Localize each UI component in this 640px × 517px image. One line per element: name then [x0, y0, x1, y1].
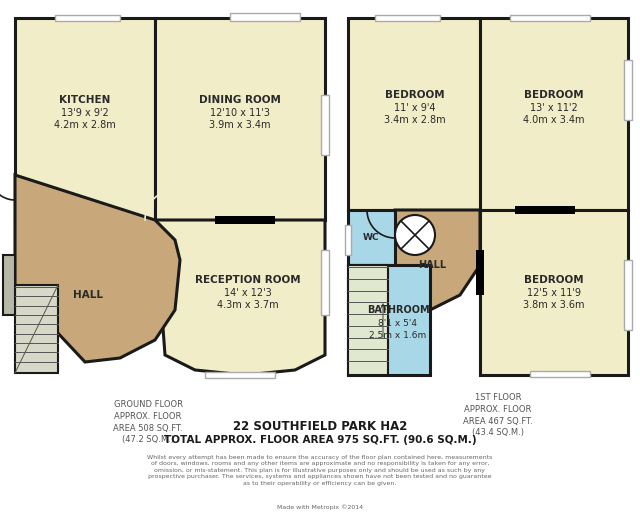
Text: 14' x 12'3: 14' x 12'3 — [224, 288, 272, 298]
Bar — [348, 265, 388, 375]
Text: 4.3m x 3.7m: 4.3m x 3.7m — [217, 300, 279, 310]
Bar — [348, 210, 395, 265]
Text: 11' x 9'4: 11' x 9'4 — [394, 103, 436, 113]
Text: 2.5m x 1.6m: 2.5m x 1.6m — [369, 330, 427, 340]
Bar — [215, 216, 275, 224]
Text: 3.8m x 3.6m: 3.8m x 3.6m — [524, 300, 585, 310]
Bar — [624, 60, 632, 120]
Bar — [348, 18, 480, 210]
Text: WC: WC — [363, 233, 380, 241]
Text: 1ST FLOOR
APPROX. FLOOR
AREA 467 SQ.FT.
(43.4 SQ.M.): 1ST FLOOR APPROX. FLOOR AREA 467 SQ.FT. … — [463, 393, 533, 437]
Text: 22 SOUTHFIELD PARK HA2: 22 SOUTHFIELD PARK HA2 — [233, 420, 407, 433]
Text: 4.0m x 3.4m: 4.0m x 3.4m — [524, 115, 585, 125]
Text: 13' x 11'2: 13' x 11'2 — [530, 103, 578, 113]
Bar — [348, 265, 430, 375]
Bar — [476, 250, 484, 295]
Text: BEDROOM: BEDROOM — [524, 90, 584, 100]
Polygon shape — [155, 220, 325, 375]
Text: RECEPTION ROOM: RECEPTION ROOM — [195, 275, 301, 285]
Text: 8'1 x 5'4: 8'1 x 5'4 — [378, 318, 417, 327]
Text: 3.9m x 3.4m: 3.9m x 3.4m — [209, 120, 271, 130]
Text: HALL: HALL — [73, 290, 103, 300]
Polygon shape — [15, 175, 180, 362]
Bar — [375, 15, 440, 21]
Text: GROUND FLOOR
APPROX. FLOOR
AREA 508 SQ.FT.
(47.2 SQ.M.): GROUND FLOOR APPROX. FLOOR AREA 508 SQ.F… — [113, 400, 183, 445]
Bar — [624, 260, 632, 330]
Text: HALL: HALL — [418, 260, 446, 270]
Text: 3.4m x 2.8m: 3.4m x 2.8m — [384, 115, 446, 125]
Text: 12'10 x 11'3: 12'10 x 11'3 — [210, 108, 270, 118]
Text: 12'5 x 11'9: 12'5 x 11'9 — [527, 288, 581, 298]
Circle shape — [395, 215, 435, 255]
Text: BEDROOM: BEDROOM — [385, 90, 445, 100]
Text: TOTAL APPROX. FLOOR AREA 975 SQ.FT. (90.6 SQ.M.): TOTAL APPROX. FLOOR AREA 975 SQ.FT. (90.… — [164, 435, 476, 445]
Bar — [321, 250, 329, 315]
Text: KITCHEN: KITCHEN — [60, 95, 111, 105]
Text: BEDROOM: BEDROOM — [524, 275, 584, 285]
Polygon shape — [390, 210, 480, 310]
Bar — [205, 372, 275, 378]
Text: Whilst every attempt has been made to ensure the accuracy of the floor plan cont: Whilst every attempt has been made to en… — [147, 455, 493, 485]
Bar — [3, 255, 15, 315]
Bar — [515, 206, 575, 214]
Bar — [530, 371, 590, 377]
Bar — [480, 18, 628, 210]
Bar — [510, 15, 590, 21]
Bar — [321, 95, 329, 155]
Bar — [15, 285, 58, 373]
Bar — [55, 15, 120, 21]
Text: DINING ROOM: DINING ROOM — [199, 95, 281, 105]
Text: BATHROOM: BATHROOM — [367, 305, 429, 315]
Text: Made with Metropix ©2014: Made with Metropix ©2014 — [277, 504, 363, 510]
Bar — [345, 225, 351, 255]
Bar — [15, 18, 155, 220]
Bar — [230, 13, 300, 21]
Bar — [480, 210, 628, 375]
Text: 13'9 x 9'2: 13'9 x 9'2 — [61, 108, 109, 118]
Text: 4.2m x 2.8m: 4.2m x 2.8m — [54, 120, 116, 130]
Bar — [155, 18, 325, 220]
